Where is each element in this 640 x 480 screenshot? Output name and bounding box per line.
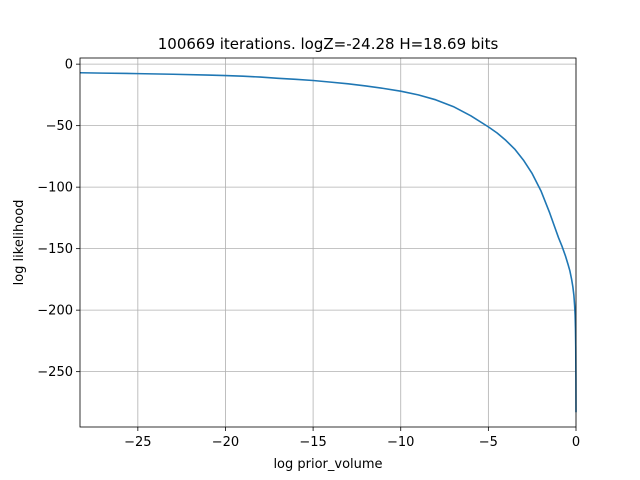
chart-title: 100669 iterations. logZ=-24.28 H=18.69 b… xyxy=(158,35,499,53)
line-layer xyxy=(79,71,577,413)
y-tick-label: −100 xyxy=(37,181,73,196)
x-tick-label: −25 xyxy=(124,435,151,450)
series-line xyxy=(79,71,577,413)
x-tick-label: 0 xyxy=(572,435,580,450)
y-tick-label: −50 xyxy=(46,119,73,134)
x-axis-label: log prior_volume xyxy=(273,457,382,472)
y-tick-label: 0 xyxy=(65,58,73,73)
y-tick-label: −150 xyxy=(37,242,73,257)
y-axis-label: log likelihood xyxy=(12,200,27,286)
x-tick-label: −20 xyxy=(212,435,239,450)
y-tick-label: −200 xyxy=(37,304,73,319)
grid xyxy=(80,58,577,427)
x-tick-label: −10 xyxy=(387,435,414,450)
y-tick-label: −250 xyxy=(37,365,73,380)
ticks: −25 −20 −15 −10 −5 00−50−100−150−200−250 xyxy=(37,58,580,450)
x-tick-label: −15 xyxy=(299,435,326,450)
x-tick-label: −5 xyxy=(479,435,498,450)
plot-frame xyxy=(79,57,577,428)
